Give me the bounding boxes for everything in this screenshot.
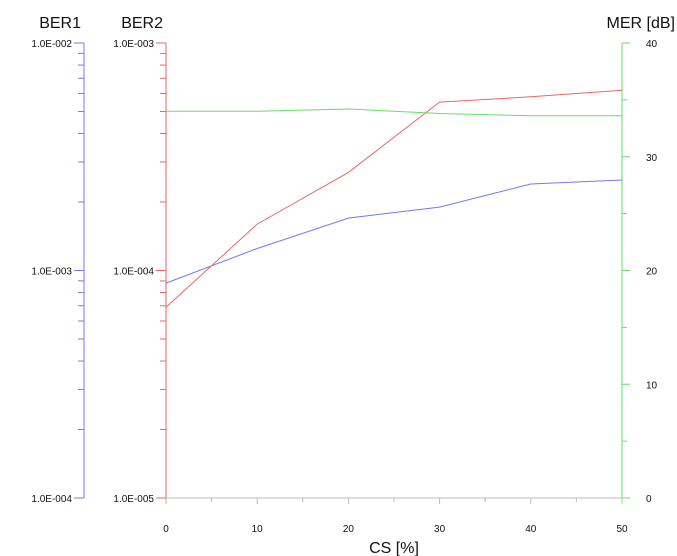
ber1-tick-label: 1.0E-003 — [31, 267, 72, 278]
mer-tick-label: 10 — [646, 380, 658, 391]
ber2-tick-label: 1.0E-004 — [113, 267, 154, 278]
ber1-axis-title: BER1 — [39, 15, 81, 32]
ber2-tick-label: 1.0E-003 — [113, 39, 154, 50]
ber2-axis-title: BER2 — [121, 15, 163, 32]
mer-tick-label: 0 — [646, 494, 652, 505]
x-tick-label: 40 — [525, 524, 537, 535]
x-tick-label: 50 — [616, 524, 628, 535]
axes-layer — [74, 42, 630, 504]
ber1-series-line — [165, 179, 623, 284]
mer-tick-label: 20 — [646, 267, 658, 278]
x-axis-title: CS [%] — [369, 540, 419, 556]
ber2-tick-label: 1.0E-005 — [113, 494, 154, 505]
x-tick-label: 20 — [343, 524, 355, 535]
mer-tick-label: 30 — [646, 153, 658, 164]
ber2-series-line — [165, 89, 623, 308]
ber1-tick-label: 1.0E-004 — [31, 494, 72, 505]
mer-tick-label: 40 — [646, 39, 658, 50]
x-tick-label: 30 — [434, 524, 446, 535]
series-layer — [165, 89, 623, 308]
ber1-tick-label: 1.0E-002 — [31, 39, 72, 50]
x-tick-label: 10 — [252, 524, 264, 535]
labels-layer: 0 10 20 30 40 50 CS [%] 1.0E-002 1.0E-003 1.0E-00… — [31, 15, 675, 556]
mer-axis-title: MER [dB] — [607, 15, 675, 32]
mer-series-line — [166, 108, 622, 117]
x-tick-label: 0 — [163, 524, 169, 535]
